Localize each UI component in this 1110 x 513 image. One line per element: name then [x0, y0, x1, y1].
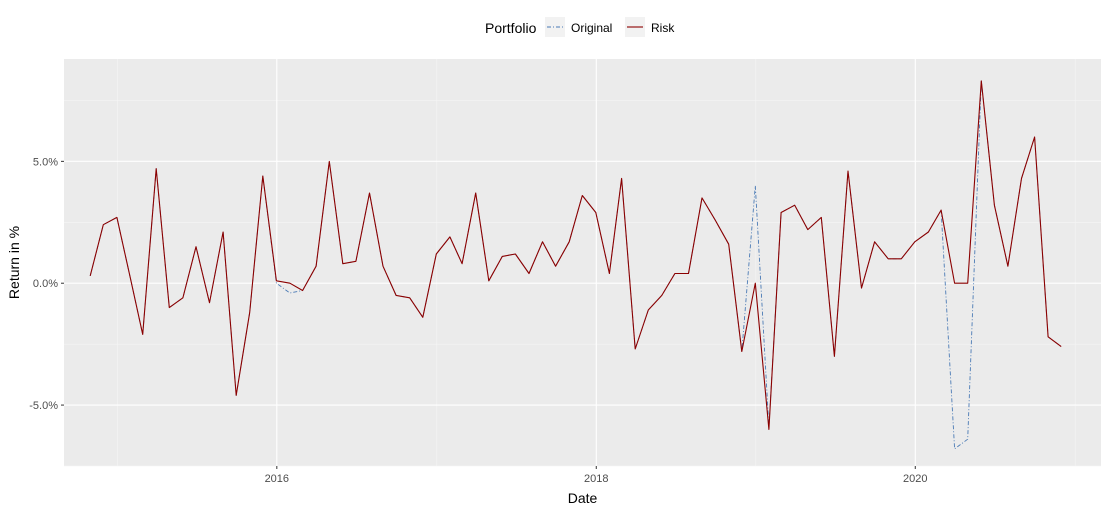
major-gridlines — [64, 59, 1101, 466]
series-lines — [89, 80, 1062, 450]
x-tick-label: 2018 — [584, 473, 608, 485]
x-tick-label: 2020 — [903, 473, 927, 485]
legend-title: Portfolio — [485, 20, 537, 36]
y-axis-title: Return in % — [6, 226, 22, 299]
legend-key-original — [545, 17, 565, 37]
y-tick-label: -5.0% — [29, 400, 58, 412]
legend-label-risk: Risk — [651, 21, 675, 35]
x-axis-ticks: 2016 2018 2020 — [265, 466, 928, 485]
plot-panel — [64, 59, 1101, 466]
series-line-risk — [89, 80, 1062, 430]
y-tick-label: 0.0% — [33, 278, 58, 290]
x-tick-label: 2016 — [265, 473, 289, 485]
minor-gridlines — [64, 59, 1101, 467]
y-axis-ticks: -5.0% 0.0% 5.0% — [29, 156, 64, 412]
x-axis-title: Date — [568, 490, 598, 506]
y-tick-label: 5.0% — [33, 156, 58, 168]
legend: Portfolio Original Risk — [485, 17, 675, 37]
legend-label-original: Original — [571, 21, 612, 35]
